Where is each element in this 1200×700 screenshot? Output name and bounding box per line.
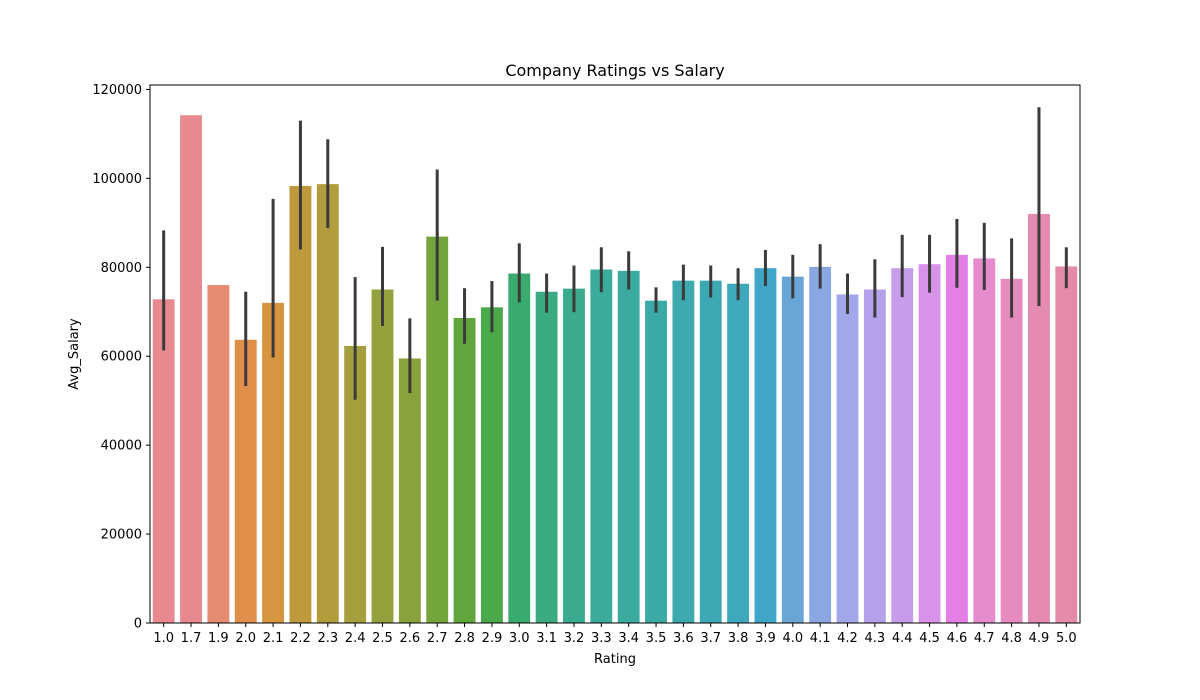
x-tick-label: 1.0 bbox=[153, 631, 174, 646]
chart-title: Company Ratings vs Salary bbox=[505, 61, 724, 80]
bar-2.7 bbox=[426, 236, 449, 624]
bar-4.6 bbox=[945, 254, 968, 623]
x-tick-label: 1.9 bbox=[208, 631, 229, 646]
y-tick-label: 0 bbox=[134, 617, 142, 632]
bar-4.4 bbox=[891, 268, 914, 623]
y-tick-label: 60000 bbox=[101, 350, 142, 365]
bar-1.9 bbox=[207, 285, 230, 623]
x-tick-label: 3.5 bbox=[646, 631, 667, 646]
x-tick-label: 2.2 bbox=[290, 631, 311, 646]
x-tick-label: 4.4 bbox=[892, 631, 913, 646]
x-tick-label: 2.0 bbox=[235, 631, 256, 646]
bar-1.7 bbox=[180, 115, 202, 623]
x-axis-label: Rating bbox=[594, 652, 636, 667]
x-tick-label: 3.1 bbox=[536, 631, 557, 646]
bar-3.5 bbox=[645, 300, 667, 623]
x-tick-label: 3.7 bbox=[700, 631, 721, 646]
x-tick-label: 2.6 bbox=[400, 631, 421, 646]
bar-2.9 bbox=[480, 307, 503, 623]
bar-2.2 bbox=[289, 185, 312, 623]
x-tick-label: 3.0 bbox=[509, 631, 530, 646]
plot-frame bbox=[149, 84, 1081, 624]
bar-4.7 bbox=[973, 258, 996, 623]
x-tick-label: 3.9 bbox=[755, 631, 776, 646]
x-tick-label: 4.2 bbox=[837, 631, 858, 646]
x-tick-label: 4.7 bbox=[974, 631, 995, 646]
x-tick-label: 4.9 bbox=[1029, 631, 1050, 646]
bar-4.9 bbox=[1028, 213, 1050, 624]
y-tick-label: 120000 bbox=[92, 83, 142, 98]
x-tick-label: 3.6 bbox=[673, 631, 694, 646]
x-tick-label: 2.1 bbox=[263, 631, 284, 646]
bar-2.4 bbox=[344, 345, 367, 623]
y-tick-label: 20000 bbox=[101, 528, 142, 543]
x-tick-label: 3.2 bbox=[564, 631, 585, 646]
bar-4.5 bbox=[918, 264, 941, 623]
y-tick-label: 40000 bbox=[101, 439, 142, 454]
bar-4.1 bbox=[809, 266, 832, 623]
x-tick-label: 5.0 bbox=[1056, 631, 1077, 646]
x-tick-label: 1.7 bbox=[181, 631, 202, 646]
bar-3.2 bbox=[563, 288, 585, 623]
x-tick-label: 4.0 bbox=[782, 631, 803, 646]
x-tick-label: 3.8 bbox=[728, 631, 749, 646]
bar-3.3 bbox=[590, 269, 613, 623]
x-tick-label: 2.7 bbox=[427, 631, 448, 646]
x-tick-label: 4.5 bbox=[919, 631, 940, 646]
x-tick-label: 2.4 bbox=[345, 631, 366, 646]
x-tick-label: 3.4 bbox=[618, 631, 639, 646]
y-tick-label: 100000 bbox=[92, 172, 142, 187]
bar-2.6 bbox=[398, 358, 421, 623]
bar-3.6 bbox=[672, 280, 695, 623]
bar-3.1 bbox=[535, 291, 558, 623]
bar-4.2 bbox=[836, 294, 859, 623]
x-tick-label: 2.3 bbox=[317, 631, 338, 646]
bar-2.1 bbox=[262, 302, 285, 623]
bar-4.8 bbox=[1000, 278, 1023, 623]
y-tick-label: 80000 bbox=[101, 261, 142, 276]
x-tick-label: 4.6 bbox=[947, 631, 968, 646]
x-tick-label: 4.8 bbox=[1001, 631, 1022, 646]
x-tick-label: 2.5 bbox=[372, 631, 393, 646]
x-tick-label: 4.3 bbox=[865, 631, 886, 646]
x-tick-label: 3.3 bbox=[591, 631, 612, 646]
bar-4.0 bbox=[781, 276, 804, 623]
bar-3.4 bbox=[617, 270, 640, 623]
bar-4.3 bbox=[863, 289, 886, 623]
x-tick-label: 2.8 bbox=[454, 631, 475, 646]
bar-2.0 bbox=[234, 339, 257, 623]
bar-3.8 bbox=[727, 283, 750, 623]
bar-3.7 bbox=[699, 280, 722, 623]
x-axis: 1.0 1.7 1.9 2.0 2.1 2.2 2.3 2.4 2.5 2.6 2.7 2.8 2.9 3… bbox=[153, 623, 1077, 646]
bar-2.5 bbox=[371, 289, 394, 623]
bar-3.0 bbox=[508, 273, 531, 623]
bar-5.0 bbox=[1055, 266, 1078, 623]
error-bars-layer bbox=[162, 107, 1068, 400]
bar-3.9 bbox=[754, 268, 777, 623]
bars-layer bbox=[152, 115, 1078, 624]
y-axis: 0 20000 40000 60000 80000 100000 120000 bbox=[92, 83, 150, 632]
x-tick-label: 4.1 bbox=[810, 631, 831, 646]
bar-1.0 bbox=[152, 299, 175, 623]
bar-2.8 bbox=[453, 317, 476, 623]
x-tick-label: 2.9 bbox=[482, 631, 503, 646]
bar-2.3 bbox=[316, 184, 339, 623]
y-axis-label: Avg_Salary bbox=[67, 318, 82, 390]
